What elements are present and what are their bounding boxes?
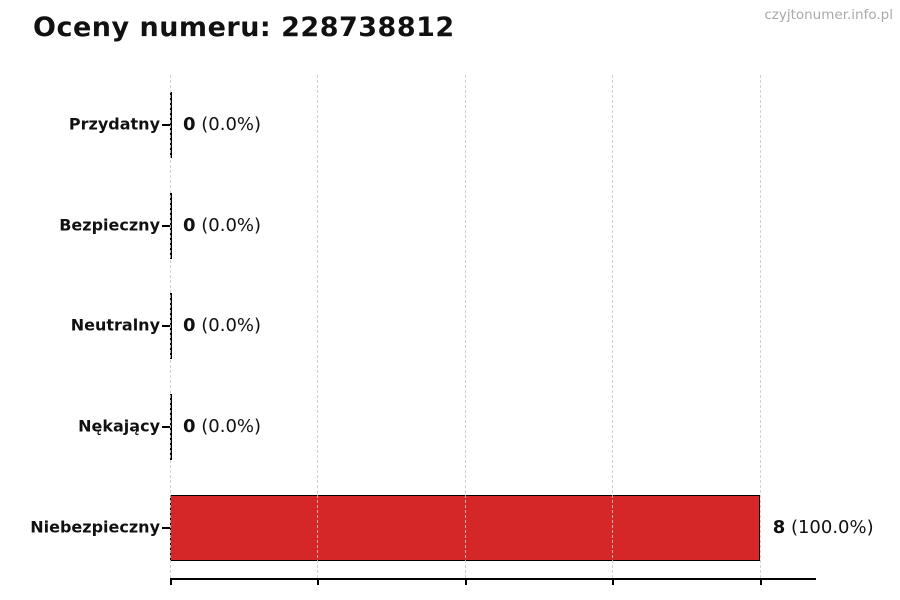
watermark-link[interactable]: czyjtonumer.info.pl: [764, 7, 893, 23]
chart-row: Bezpieczny 0 (0.0%): [0, 176, 900, 277]
value-percent: (0.0%): [195, 214, 262, 236]
value-label: 0 (0.0%): [183, 316, 261, 337]
x-tick-mark: [759, 580, 762, 585]
chart-row: Przydatny 0 (0.0%): [0, 75, 900, 176]
category-label: Niebezpieczny: [30, 517, 160, 537]
x-tick-mark: [170, 580, 172, 585]
value-label: 8 (100.0%): [773, 517, 874, 538]
category-label: Neutralny: [70, 316, 160, 336]
y-tick-mark: [162, 224, 170, 227]
value-label: 0 (0.0%): [183, 114, 261, 135]
y-tick-mark: [162, 325, 170, 328]
value-percent: (0.0%): [195, 114, 262, 136]
category-label: Przydatny: [68, 115, 160, 135]
bar: [170, 293, 172, 360]
y-tick-mark: [162, 426, 170, 429]
value-label: 0 (0.0%): [183, 416, 261, 437]
value-percent: (100.0%): [785, 516, 874, 538]
y-tick-mark: [162, 526, 170, 529]
category-label: Bezpieczny: [59, 215, 160, 235]
value-label: 0 (0.0%): [183, 215, 261, 236]
bar: [170, 92, 172, 159]
value-count: 8: [772, 516, 786, 538]
bar: [170, 494, 760, 561]
bar: [170, 394, 172, 461]
x-tick-mark: [317, 580, 320, 585]
category-label: Nękający: [78, 416, 160, 436]
chart-row: Niebezpieczny 8 (100.0%): [0, 477, 900, 578]
bar-chart: Przydatny 0 (0.0%) Bezpieczny 0 (0.0%) N…: [0, 75, 900, 578]
chart-row: Nękający 0 (0.0%): [0, 377, 900, 478]
x-tick-mark: [612, 580, 615, 585]
value-percent: (0.0%): [195, 416, 262, 438]
x-tick-mark: [464, 580, 467, 585]
value-percent: (0.0%): [195, 315, 262, 337]
value-count: 0: [183, 214, 196, 236]
bar: [170, 192, 172, 259]
x-axis-line: [170, 578, 816, 580]
chart-row: Neutralny 0 (0.0%): [0, 276, 900, 377]
chart-title: Oceny numeru: 228738812: [33, 12, 455, 43]
y-tick-mark: [162, 124, 170, 127]
value-count: 0: [183, 315, 196, 337]
value-count: 0: [183, 416, 196, 438]
value-count: 0: [183, 114, 196, 136]
